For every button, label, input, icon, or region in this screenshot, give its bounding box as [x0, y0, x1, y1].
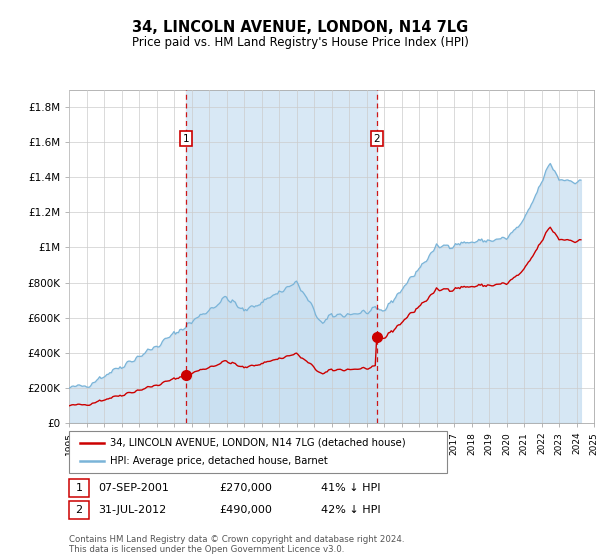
Text: 1: 1	[76, 483, 82, 493]
Text: 41% ↓ HPI: 41% ↓ HPI	[321, 483, 380, 493]
Text: £270,000: £270,000	[219, 483, 272, 493]
Text: 42% ↓ HPI: 42% ↓ HPI	[321, 505, 380, 515]
Text: Price paid vs. HM Land Registry's House Price Index (HPI): Price paid vs. HM Land Registry's House …	[131, 36, 469, 49]
Text: 07-SEP-2001: 07-SEP-2001	[98, 483, 169, 493]
Text: 2: 2	[76, 505, 82, 515]
Text: 1: 1	[183, 134, 190, 144]
Text: HPI: Average price, detached house, Barnet: HPI: Average price, detached house, Barn…	[110, 456, 328, 466]
Text: 34, LINCOLN AVENUE, LONDON, N14 7LG (detached house): 34, LINCOLN AVENUE, LONDON, N14 7LG (det…	[110, 438, 406, 448]
Text: 31-JUL-2012: 31-JUL-2012	[98, 505, 166, 515]
Text: 2: 2	[373, 134, 380, 144]
Text: Contains HM Land Registry data © Crown copyright and database right 2024.
This d: Contains HM Land Registry data © Crown c…	[69, 535, 404, 554]
Text: 34, LINCOLN AVENUE, LONDON, N14 7LG: 34, LINCOLN AVENUE, LONDON, N14 7LG	[132, 20, 468, 35]
Text: £490,000: £490,000	[219, 505, 272, 515]
Bar	[186, 90, 377, 423]
